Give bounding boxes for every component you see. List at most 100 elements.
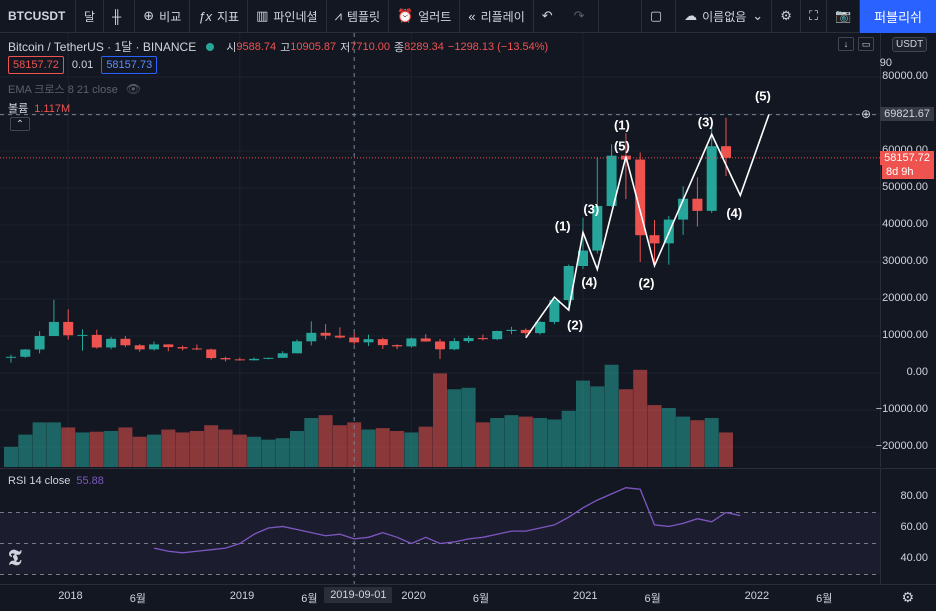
symbol-search-button[interactable]: BTCUSDT [0, 0, 76, 33]
time-axis[interactable]: 𝕿 ⚙ 2018 6월 2019 6월 2020 6월 2021 6월 2022 6월 2019-0… [0, 545, 936, 611]
candle-body [91, 334, 102, 348]
volume-bar [518, 416, 533, 467]
open-key: 시 [226, 41, 237, 54]
volume-bar [447, 389, 462, 467]
candle-body [578, 250, 588, 266]
layout-name-button[interactable]: ☁ 이름없음 ⌄ [676, 0, 773, 33]
cloud-icon: ☁ [684, 8, 698, 23]
undo-icon: ↶ [541, 8, 553, 23]
add-alert-plus-icon[interactable]: ⊕ [861, 106, 872, 121]
price-axis-label: −10000.00 [875, 403, 928, 415]
candle-body [606, 155, 617, 206]
templates-button[interactable]: ⩘ 템플릿 [327, 0, 390, 33]
fullscreen-button[interactable]: ⛶ [801, 0, 827, 33]
volume-bar [18, 434, 33, 467]
indicators-button[interactable]: ƒx 지표 [190, 0, 249, 33]
volume-bar [390, 431, 405, 467]
volume-bar [490, 418, 505, 467]
ema-label: EMA 크로스 8 21 close [8, 84, 118, 96]
candle-body [592, 205, 603, 251]
compare-label: 비교 [159, 9, 182, 24]
time-axis-label: 2019 [229, 590, 255, 602]
interval-label: 달 [84, 9, 96, 24]
volume-bar [61, 427, 76, 467]
alarm-icon: ⏰ [397, 8, 414, 23]
alert-button[interactable]: ⏰ 얼러트 [389, 0, 461, 33]
volume-bar [175, 432, 190, 467]
bar-countdown-tag: 8d 9h [882, 164, 934, 179]
snapshot-button[interactable]: 📷 [827, 0, 861, 33]
candle-body [649, 235, 660, 244]
tradingview-logo-icon: 𝕿 [8, 545, 22, 570]
buy-price-button[interactable]: 58157.73 [101, 56, 158, 74]
wave-label: (5) [755, 89, 771, 104]
volume-bar [290, 431, 304, 467]
candle-body [120, 338, 131, 346]
time-axis-label: 6월 [816, 593, 833, 605]
time-axis-label: 6월 [129, 593, 146, 605]
volume-bar [32, 422, 47, 467]
eye-hidden-icon[interactable]: 👁 [125, 82, 142, 96]
rsi-chart-svg [0, 469, 880, 585]
sell-price-button[interactable]: 58157.72 [8, 56, 64, 74]
volume-bar [561, 410, 576, 467]
ema-indicator-legend[interactable]: EMA 크로스 8 21 close 👁 [8, 81, 141, 97]
candlestick-icon: ╫ [112, 8, 122, 24]
main-chart-pane[interactable]: (1) (2) (3) (4) (5) (1) (2) (3) (4) (5) [0, 33, 880, 467]
currency-badge[interactable]: USDT [892, 37, 928, 52]
indicators-label: 지표 [217, 9, 240, 24]
volume-bar [719, 432, 733, 467]
volume-bar [232, 434, 247, 467]
compare-button[interactable]: ⊕ 비교 [135, 0, 191, 33]
fx-icon: ƒx [198, 8, 212, 24]
volume-bar [433, 373, 447, 467]
candle-body [77, 334, 88, 336]
pinescript-button[interactable]: ▥ 파인네셜 [248, 0, 327, 33]
replay-button[interactable]: « 리플레이 [460, 0, 534, 33]
redo-button[interactable]: ↷ [566, 0, 599, 33]
price-axis[interactable]: 80000.0060000.0050000.0040000.0030000.00… [861, 33, 936, 467]
price-axis-label: 40000.00 [882, 218, 928, 230]
arrow-down-icon: ↓ [843, 39, 849, 49]
time-axis-label: 2021 [573, 590, 598, 602]
rsi-legend[interactable]: RSI 14 close 55.88 [8, 475, 104, 487]
close-value: 8289.34 [404, 40, 444, 53]
high-value: 10905.87 [290, 40, 337, 53]
candle-body [149, 344, 159, 350]
interval-button[interactable]: 달 [76, 0, 105, 33]
move-down-button[interactable]: ↓ [838, 37, 854, 51]
volume-legend[interactable]: 볼륨 1.117M [8, 100, 70, 116]
volume-bar [204, 425, 219, 467]
price-axis-label: 0.00 [906, 366, 928, 378]
wave-label: (1) [555, 218, 571, 233]
volume-bar [661, 407, 676, 467]
candle-body [706, 146, 717, 211]
plus-circle-icon: ⊕ [143, 8, 155, 23]
market-status-icon [206, 42, 215, 51]
time-axis-settings-icon[interactable]: ⚙ [901, 589, 914, 605]
fullscreen-layout-button[interactable]: ▢ [640, 0, 677, 33]
rsi-axis[interactable]: 80.00 60.00 40.00 [880, 468, 936, 584]
publish-label: 퍼블리쉬 [874, 9, 922, 25]
chart-type-button[interactable]: ╫ [104, 0, 136, 33]
volume-bar [690, 420, 705, 467]
publish-button[interactable]: 퍼블리쉬 [860, 0, 936, 33]
candle-body [206, 349, 217, 359]
candle-body [20, 349, 31, 357]
candle-body [163, 344, 174, 348]
undo-button[interactable]: ↶ [534, 0, 566, 33]
candle-body [63, 321, 74, 336]
volume-bar [361, 429, 376, 467]
settings-button[interactable]: ⚙ [772, 0, 801, 33]
candle-body [392, 345, 403, 347]
collapse-legend-button[interactable]: ⌃ [10, 117, 30, 131]
candle-body [463, 338, 474, 342]
templates-label: 템플릿 [346, 9, 381, 24]
volume-bar [318, 415, 333, 467]
elliott-wave-line [525, 114, 770, 339]
maximize-pane-button[interactable]: ▭ [858, 37, 874, 51]
candle-body [477, 338, 488, 340]
candle-body [263, 357, 274, 359]
rsi-pane[interactable] [0, 468, 880, 585]
volume-bar [189, 431, 204, 467]
